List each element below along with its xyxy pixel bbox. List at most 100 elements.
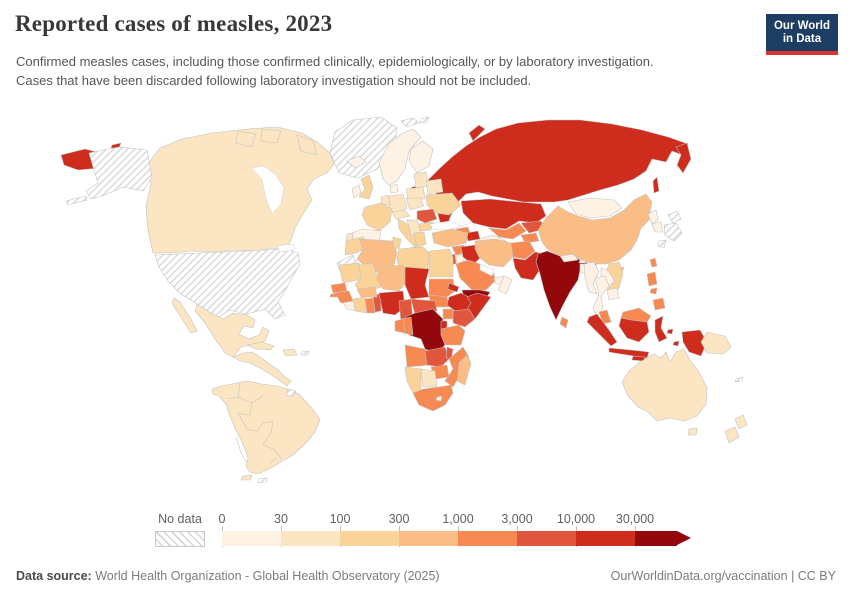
country-indonesia-maluku-2[interactable] — [672, 340, 680, 347]
country-taiwan[interactable] — [649, 257, 658, 268]
legend-no-data[interactable]: No data — [155, 512, 205, 547]
country-australia-tasmania[interactable] — [687, 427, 698, 436]
country-indonesia-java[interactable] — [608, 347, 650, 359]
country-mexico-baja[interactable] — [171, 297, 198, 334]
country-philippines-luzon[interactable] — [646, 271, 658, 287]
country-central-america[interactable] — [232, 351, 292, 387]
country-botswana[interactable] — [420, 368, 438, 388]
country-indonesia-kalimantan[interactable] — [618, 317, 650, 343]
country-switzerland-austria[interactable] — [391, 209, 411, 220]
country-romania[interactable] — [416, 208, 438, 224]
country-ireland[interactable] — [351, 184, 362, 199]
country-bulgaria[interactable] — [418, 221, 434, 232]
colorbar-bin-1[interactable] — [222, 531, 281, 546]
country-kazakhstan[interactable] — [460, 198, 547, 230]
colorbar-bin-8[interactable] — [635, 531, 677, 546]
license-link[interactable]: OurWorldinData.org/vaccination | CC BY — [610, 569, 836, 583]
colorbar-bin-3[interactable] — [340, 531, 399, 546]
country-uzbekistan[interactable] — [488, 222, 527, 240]
country-myanmar[interactable] — [583, 261, 600, 295]
country-canada-arctic-1[interactable] — [235, 130, 257, 148]
country-russia-sakhalin[interactable] — [652, 176, 660, 194]
country-japan-honshu[interactable] — [663, 222, 683, 242]
country-namibia[interactable] — [404, 366, 422, 394]
country-tanzania[interactable] — [440, 324, 466, 346]
country-iran[interactable] — [474, 238, 514, 268]
country-canada-arctic-2[interactable] — [260, 128, 282, 144]
country-azerbaijan[interactable] — [465, 230, 481, 242]
country-puerto-rico[interactable] — [300, 350, 310, 356]
country-new-zealand-south[interactable] — [724, 426, 740, 444]
colorbar-bin-4[interactable] — [399, 531, 458, 546]
colorbar-bin-6[interactable] — [517, 531, 576, 546]
country-guinea[interactable] — [334, 290, 354, 304]
country-svalbard-2[interactable] — [419, 116, 430, 124]
country-south-korea[interactable] — [651, 221, 664, 233]
country-south-america[interactable] — [211, 380, 321, 475]
country-tierra-del-fuego[interactable] — [240, 474, 253, 481]
country-zambia[interactable] — [424, 346, 450, 368]
country-lesotho[interactable] — [435, 395, 443, 402]
country-japan-hokkaido[interactable] — [667, 210, 682, 224]
country-baltics[interactable] — [413, 171, 429, 189]
country-togo-benin[interactable] — [372, 293, 382, 313]
country-philippines-visayas[interactable] — [649, 287, 658, 295]
country-kenya[interactable] — [452, 308, 476, 328]
country-south-africa[interactable] — [412, 384, 454, 412]
country-ghana[interactable] — [364, 297, 376, 314]
colorbar-bin-7[interactable] — [576, 531, 635, 546]
country-thailand[interactable] — [592, 275, 610, 319]
country-mongolia[interactable] — [567, 197, 623, 219]
country-sudan[interactable] — [428, 278, 456, 298]
country-canada-baffin[interactable] — [296, 134, 318, 156]
country-new-caledonia[interactable] — [734, 376, 744, 383]
country-egypt[interactable] — [428, 248, 454, 278]
country-russia-kamchatka[interactable] — [675, 142, 692, 174]
country-poland[interactable] — [405, 186, 426, 201]
country-greece[interactable] — [413, 231, 427, 249]
country-benelux[interactable] — [380, 194, 391, 206]
country-hispaniola[interactable] — [282, 348, 298, 357]
country-philippines-mindanao[interactable] — [652, 297, 666, 311]
country-belarus[interactable] — [425, 178, 444, 195]
country-svalbard-1[interactable] — [400, 117, 420, 128]
country-uganda[interactable] — [442, 308, 454, 320]
colorbar-bin-2[interactable] — [281, 531, 340, 546]
colorbar-bin-5[interactable] — [458, 531, 517, 546]
country-tajikistan[interactable] — [520, 232, 540, 244]
country-usa-aleutians[interactable] — [65, 195, 88, 206]
country-indonesia-maluku-1[interactable] — [666, 328, 674, 335]
country-usa-alaska[interactable] — [85, 146, 153, 200]
no-data-swatch[interactable] — [155, 531, 205, 547]
country-afghanistan[interactable] — [510, 240, 536, 260]
country-papua-new-guinea[interactable] — [700, 331, 732, 355]
country-oman[interactable] — [497, 275, 513, 295]
country-china[interactable] — [537, 193, 653, 265]
country-finland[interactable] — [408, 140, 434, 174]
country-falkland-islands[interactable] — [257, 477, 268, 484]
country-japan-kyushu[interactable] — [657, 239, 667, 249]
country-north-korea[interactable] — [647, 209, 659, 225]
country-united-kingdom[interactable] — [358, 174, 374, 200]
country-new-zealand-north[interactable] — [734, 414, 748, 430]
country-tunisia[interactable] — [392, 236, 402, 250]
country-cuba[interactable] — [246, 341, 275, 351]
country-niger[interactable] — [376, 264, 408, 292]
country-ukraine[interactable] — [425, 192, 462, 216]
country-russia-novaya-zemlya[interactable] — [468, 124, 486, 142]
country-australia[interactable] — [621, 348, 708, 422]
country-iceland[interactable] — [346, 155, 367, 169]
country-denmark[interactable] — [389, 183, 399, 194]
country-indonesia-papua[interactable] — [681, 329, 708, 357]
country-cambodia[interactable] — [606, 287, 620, 301]
country-indonesia-sumatra[interactable] — [586, 313, 618, 347]
country-sri-lanka[interactable] — [559, 316, 569, 329]
country-burkina-faso[interactable] — [356, 286, 378, 298]
country-gabon[interactable] — [394, 318, 406, 334]
country-french-guiana[interactable] — [285, 388, 297, 398]
country-madagascar[interactable] — [456, 354, 472, 386]
country-turkey[interactable] — [431, 228, 469, 248]
country-norway-sweden[interactable] — [378, 128, 422, 186]
country-czechia-slovakia-hungary[interactable] — [405, 197, 425, 211]
country-indonesia-sulawesi[interactable] — [654, 315, 668, 343]
